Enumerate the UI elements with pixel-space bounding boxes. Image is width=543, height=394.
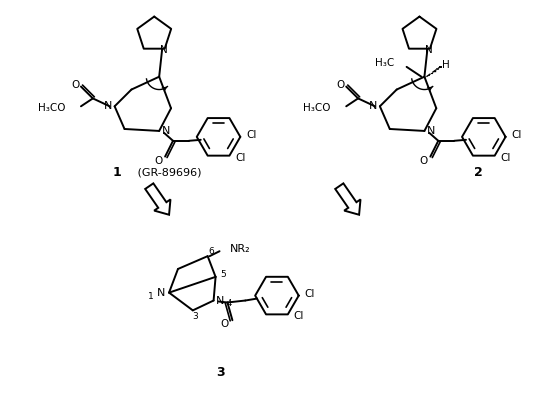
Text: H₃C: H₃C — [375, 58, 395, 68]
Polygon shape — [335, 183, 361, 215]
Text: Cl: Cl — [235, 152, 246, 163]
Text: O: O — [419, 156, 427, 165]
Text: N: N — [160, 45, 168, 55]
Text: 5: 5 — [220, 270, 226, 279]
Text: Cl: Cl — [501, 152, 511, 163]
Text: O: O — [154, 156, 162, 165]
Text: Cl: Cl — [247, 130, 257, 140]
Text: H₃CO: H₃CO — [37, 103, 65, 113]
Text: N: N — [426, 45, 433, 55]
Text: O: O — [336, 80, 344, 89]
Text: Cl: Cl — [305, 289, 315, 299]
Text: O: O — [220, 319, 229, 329]
Text: 3: 3 — [192, 312, 198, 321]
Text: Cl: Cl — [512, 130, 522, 140]
Text: N: N — [162, 126, 171, 136]
Polygon shape — [145, 183, 171, 215]
Text: 3: 3 — [216, 366, 225, 379]
Text: 1: 1 — [112, 166, 121, 179]
Text: 1: 1 — [148, 292, 154, 301]
Text: N: N — [157, 288, 165, 297]
Text: N: N — [427, 126, 435, 136]
Text: (GR-89696): (GR-89696) — [135, 167, 202, 177]
Text: H: H — [443, 60, 450, 70]
Text: 6: 6 — [209, 247, 214, 256]
Text: N: N — [104, 101, 112, 111]
Text: O: O — [71, 80, 79, 89]
Text: N: N — [216, 296, 225, 305]
Text: 4: 4 — [227, 299, 232, 308]
Text: H₃CO: H₃CO — [303, 103, 330, 113]
Text: 2: 2 — [475, 166, 483, 179]
Text: N: N — [369, 101, 377, 111]
Text: NR₂: NR₂ — [230, 244, 250, 254]
Text: Cl: Cl — [294, 311, 304, 322]
